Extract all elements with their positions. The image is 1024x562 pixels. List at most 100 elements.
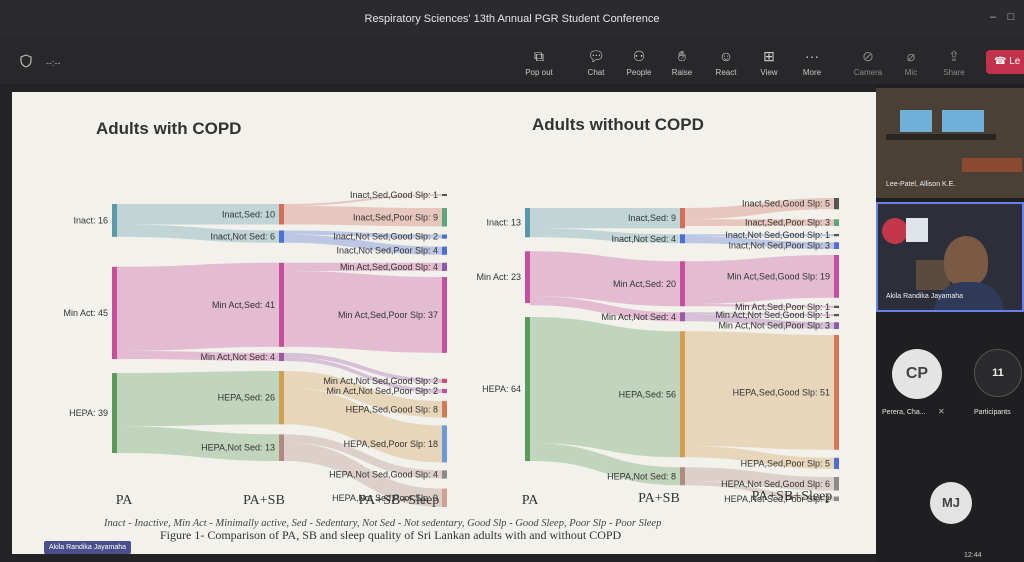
sankey-node-label: Inact: 13 <box>486 218 521 228</box>
sankey-node-label: HEPA,Not Sed,Good Slp: 6 <box>721 479 830 489</box>
participant-name: Akila Randika Jayamaha <box>886 293 964 300</box>
sankey-node <box>279 434 284 461</box>
sankey-node-label: HEPA,Not Sed,Poor Slp: 2 <box>724 494 830 504</box>
title-bar: Respiratory Sciences' 13th Annual PGR St… <box>0 0 1024 38</box>
avatar-cp[interactable]: CP <box>892 349 942 399</box>
right-stage-pa-sb: PA+SB <box>638 491 680 506</box>
share-icon: ⇪ <box>948 48 960 64</box>
sankey-node-label: Inact,Not Sed,Poor Slp: 4 <box>336 246 438 256</box>
sankey-node <box>834 234 839 237</box>
sankey-node <box>442 425 447 463</box>
sankey-node <box>279 204 284 225</box>
minimize-icon[interactable]: – <box>989 11 997 23</box>
more-button[interactable]: ··· More <box>789 46 835 77</box>
sankey-node <box>834 198 839 210</box>
pop-out-icon: ⧉ <box>534 48 544 64</box>
people-button[interactable]: ⚇ People <box>616 46 662 77</box>
sankey-node-label: Min Act,Not Sed,Good Slp: 2 <box>323 376 438 386</box>
sankey-node-label: Min Act,Sed: 20 <box>613 279 676 289</box>
sankey-labels: Inact: 16 Min Act: 45 HEPA: 39 Inact,Sed: 1… <box>63 190 830 504</box>
sankey-link <box>685 331 834 450</box>
sankey-node-label: HEPA,Not Sed: 8 <box>607 471 676 481</box>
monitor-screen <box>942 110 984 132</box>
left-chart-title: Adults with COPD <box>96 119 241 138</box>
pop-out-button[interactable]: ⧉ Pop out <box>516 46 562 77</box>
sankey-link <box>117 371 279 427</box>
sankey-node-label: HEPA,Sed,Good Slp: 8 <box>346 404 438 414</box>
sankey-node <box>442 208 447 227</box>
sankey-node-label: Min Act: 23 <box>476 272 521 282</box>
sankey-link <box>284 356 442 394</box>
sankey-node-label: Inact,Sed: 9 <box>628 213 676 223</box>
meeting-toolbar: --:-- ⧉ Pop out 💬︎ Chat ⚇ People ✋︎ Raise ☺ R… <box>0 38 1024 84</box>
sankey-node <box>442 470 447 479</box>
sankey-link <box>284 442 442 507</box>
sankey-node <box>112 204 117 237</box>
participants-count-button[interactable]: 11 <box>974 349 1022 397</box>
sankey-node <box>442 401 447 418</box>
monitor-screen <box>900 110 932 132</box>
presenter-head <box>944 236 988 286</box>
sankey-node <box>442 194 447 197</box>
sankey-node <box>112 266 117 360</box>
right-stage-pa: PA <box>522 493 540 508</box>
sankey-link <box>284 194 442 207</box>
sankey-node-label: HEPA,Not Sed,Poor Slp: 9 <box>332 493 438 503</box>
leave-button[interactable]: ☎ Le <box>986 50 1024 74</box>
background-decor <box>882 218 908 244</box>
react-button[interactable]: ☺ React <box>703 46 749 77</box>
sankey-link <box>117 204 279 225</box>
sankey-link <box>117 224 279 243</box>
react-icon: ☺ <box>718 48 734 64</box>
video-tile-akila[interactable]: Akila Randika Jayamaha <box>876 202 1024 312</box>
sankey-link <box>284 371 442 418</box>
sankey-node-label: HEPA,Sed,Poor Slp: 5 <box>741 458 830 468</box>
sankey-link <box>685 219 834 226</box>
sankey-node <box>834 477 839 491</box>
sankey-node-label: Min Act,Sed,Good Slp: 4 <box>340 262 438 272</box>
sankey-node-label: Inact,Sed,Good Slp: 1 <box>350 190 438 200</box>
sankey-node-label: Min Act,Not Sed,Good Slp: 1 <box>715 310 830 320</box>
sankey-link <box>284 230 442 239</box>
camera-button[interactable]: ⊘ Camera <box>845 46 891 77</box>
window-title: Respiratory Sciences' 13th Annual PGR St… <box>364 13 660 25</box>
sankey-node <box>279 230 284 243</box>
view-icon: ⊞ <box>763 48 775 64</box>
left-stage-pa: PA <box>116 493 134 508</box>
sankey-node <box>525 251 530 303</box>
shield-icon <box>20 54 32 68</box>
sankey-node <box>442 234 447 239</box>
sankey-node <box>680 331 685 458</box>
raise-hand-button[interactable]: ✋︎ Raise <box>659 46 705 77</box>
participants-label: Participants <box>974 409 1011 416</box>
sankey-node <box>680 261 685 307</box>
video-tile-lee-patel[interactable]: Lee-Patel, Allison K.E. <box>876 88 1024 198</box>
sankey-node-label: Min Act,Sed,Poor Slp: 37 <box>338 310 438 320</box>
share-button[interactable]: ⇪ Share <box>931 46 977 77</box>
sankey-node <box>834 314 839 317</box>
window-controls: – □ <box>986 10 1018 24</box>
mic-button[interactable]: ⌀ Mic <box>888 46 934 77</box>
left-stage-pa-sb: PA+SB <box>243 493 285 508</box>
background-decor <box>906 218 928 242</box>
more-icon: ··· <box>805 48 819 64</box>
sankey-link <box>685 312 834 317</box>
sankey-node-label: Inact,Sed: 10 <box>222 209 275 219</box>
sankey-node-label: Min Act: 45 <box>63 308 108 318</box>
chat-button[interactable]: 💬︎ Chat <box>573 46 619 77</box>
sankey-link <box>530 443 680 486</box>
participant-name-perera: Perera, Cha... <box>882 409 926 416</box>
mic-off-icon: ⌀ <box>906 48 916 64</box>
sankey-link <box>284 271 442 353</box>
sankey-link <box>530 208 680 229</box>
meeting-timer: --:-- <box>46 58 61 68</box>
sankey-link <box>685 255 834 304</box>
sankey-node-label: Inact,Sed,Poor Slp: 3 <box>745 218 830 228</box>
maximize-icon[interactable]: □ <box>1007 11 1015 23</box>
view-button[interactable]: ⊞ View <box>746 46 792 77</box>
clock: 12:44 <box>964 552 982 559</box>
participant-name: Lee-Patel, Allison K.E. <box>886 181 956 188</box>
avatar-mj[interactable]: MJ <box>930 482 972 524</box>
sankey-node <box>279 352 284 362</box>
sankey-node <box>680 208 685 229</box>
